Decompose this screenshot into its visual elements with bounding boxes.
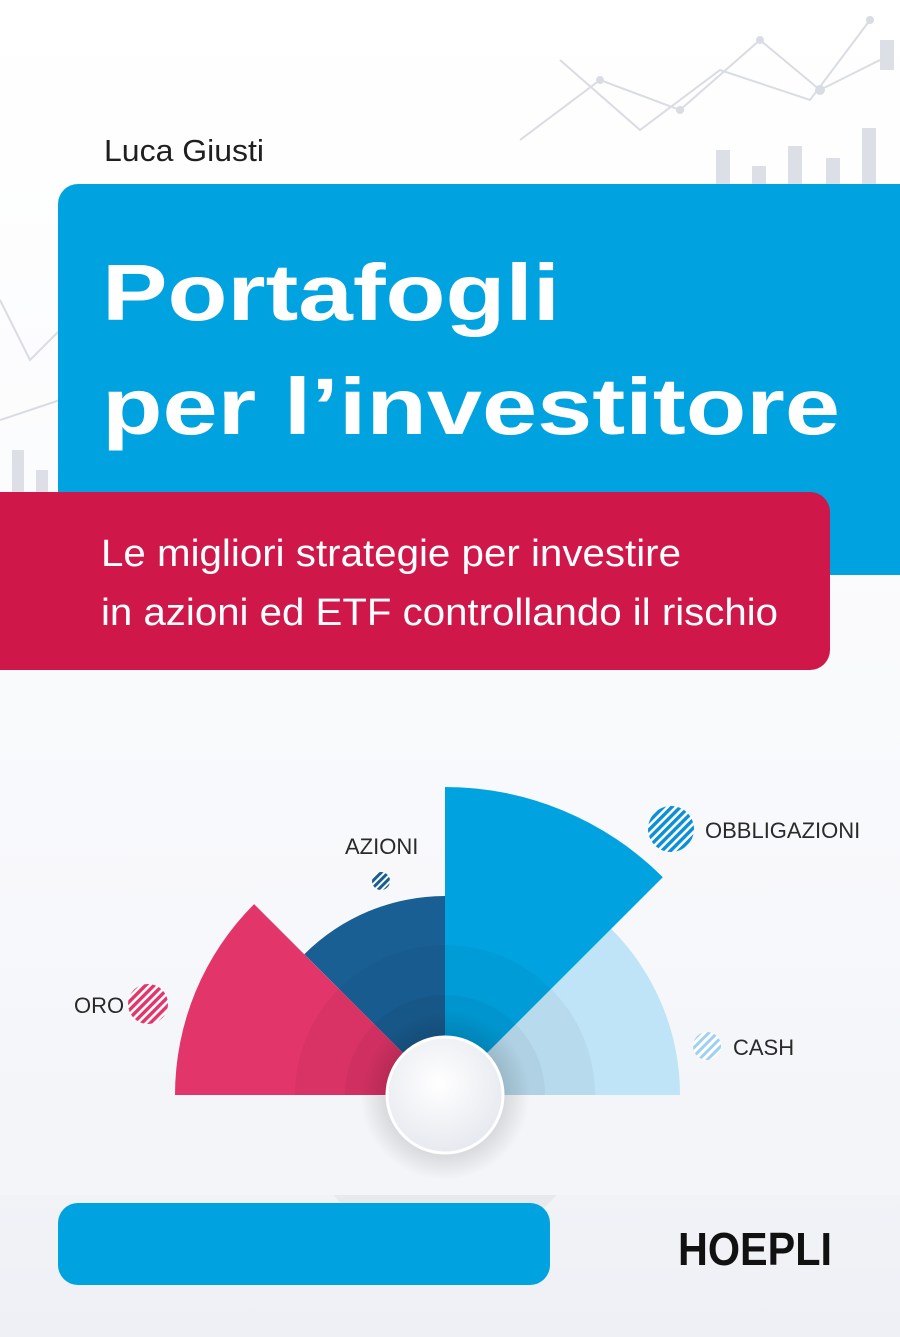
title-line: per l’investitore (102, 362, 840, 451)
bottom-bar (58, 1203, 550, 1285)
subtitle-panel (0, 492, 830, 670)
publisher: HOEPLI (678, 1223, 832, 1275)
background-chart (0, 19, 881, 421)
title-panel (58, 184, 900, 575)
label: AZIONI (345, 834, 418, 859)
legend-dot (128, 984, 168, 1024)
background-candles (12, 40, 894, 492)
subtitle-line: in azioni ed ETF controllando il rischio (101, 592, 778, 634)
background-dots (596, 16, 874, 114)
legend-dot (372, 872, 390, 890)
label: OBBLIGAZIONI (705, 818, 860, 843)
knob (385, 1035, 505, 1155)
title-line: Portafogli (102, 248, 560, 337)
author: Luca Giusti (104, 133, 264, 168)
sector (445, 787, 663, 1095)
label: CASH (733, 1035, 794, 1060)
subtitle-line: Le migliori strategie per investire (101, 533, 681, 575)
legend-dot (693, 1032, 721, 1060)
label: ORO (74, 993, 124, 1018)
legend-dot (648, 806, 694, 852)
